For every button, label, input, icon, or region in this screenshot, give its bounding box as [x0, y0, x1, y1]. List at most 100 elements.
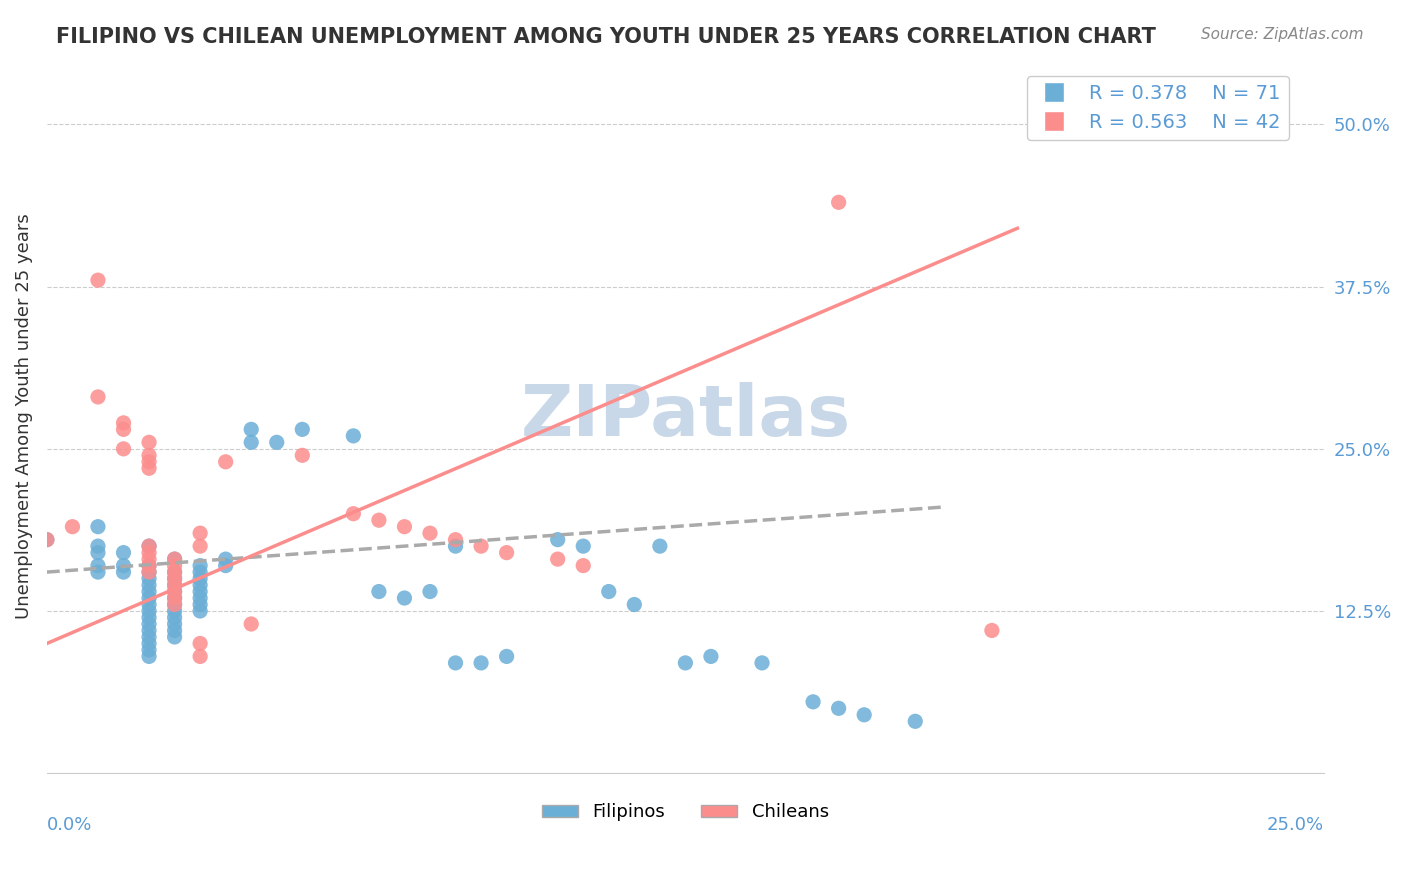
Point [188, 578, 211, 592]
Point [112, 558, 135, 573]
Point [163, 565, 186, 579]
Point [87, 390, 110, 404]
Point [163, 624, 186, 638]
Point [394, 519, 416, 533]
Point [342, 507, 364, 521]
Point [138, 643, 160, 657]
Point [87, 539, 110, 553]
Point [163, 552, 186, 566]
Point [112, 565, 135, 579]
Point [87, 519, 110, 533]
Point [367, 513, 389, 527]
Point [853, 707, 876, 722]
Point [138, 546, 160, 560]
Text: Source: ZipAtlas.com: Source: ZipAtlas.com [1201, 27, 1364, 42]
Point [87, 558, 110, 573]
Point [138, 448, 160, 462]
Point [572, 539, 595, 553]
Point [215, 455, 238, 469]
Point [112, 416, 135, 430]
Point [138, 461, 160, 475]
Point [673, 656, 696, 670]
Point [138, 584, 160, 599]
Point [188, 526, 211, 541]
Point [980, 624, 1002, 638]
Point [138, 455, 160, 469]
Point [138, 558, 160, 573]
Point [138, 539, 160, 553]
Point [188, 539, 211, 553]
Point [827, 701, 849, 715]
Point [547, 552, 569, 566]
Point [444, 656, 467, 670]
Point [112, 442, 135, 456]
Point [163, 584, 186, 599]
Point [188, 584, 211, 599]
Point [495, 546, 517, 560]
Point [419, 584, 441, 599]
Point [87, 273, 110, 287]
Point [572, 558, 595, 573]
Point [215, 558, 238, 573]
Point [163, 552, 186, 566]
Point [138, 617, 160, 632]
Point [163, 558, 186, 573]
Point [700, 649, 723, 664]
Point [598, 584, 620, 599]
Point [215, 552, 238, 566]
Point [138, 649, 160, 664]
Point [291, 422, 314, 436]
Point [87, 546, 110, 560]
Point [648, 539, 671, 553]
Point [138, 591, 160, 605]
Point [112, 546, 135, 560]
Text: 25.0%: 25.0% [1267, 816, 1324, 834]
Point [827, 195, 849, 210]
Point [138, 539, 160, 553]
Legend: Filipinos, Chileans: Filipinos, Chileans [534, 796, 837, 829]
Point [188, 572, 211, 586]
Text: FILIPINO VS CHILEAN UNEMPLOYMENT AMONG YOUTH UNDER 25 YEARS CORRELATION CHART: FILIPINO VS CHILEAN UNEMPLOYMENT AMONG Y… [56, 27, 1156, 46]
Text: 0.0%: 0.0% [46, 816, 93, 834]
Point [163, 572, 186, 586]
Point [547, 533, 569, 547]
Point [623, 598, 645, 612]
Point [470, 539, 492, 553]
Point [163, 604, 186, 618]
Point [495, 649, 517, 664]
Point [163, 591, 186, 605]
Point [163, 610, 186, 624]
Point [470, 656, 492, 670]
Point [35, 533, 58, 547]
Point [444, 533, 467, 547]
Point [163, 617, 186, 632]
Point [138, 435, 160, 450]
Point [163, 630, 186, 644]
Point [138, 558, 160, 573]
Point [138, 624, 160, 638]
Point [163, 591, 186, 605]
Point [419, 526, 441, 541]
Point [138, 572, 160, 586]
Point [188, 649, 211, 664]
Point [138, 552, 160, 566]
Point [138, 565, 160, 579]
Point [163, 572, 186, 586]
Point [138, 636, 160, 650]
Point [240, 617, 263, 632]
Point [138, 598, 160, 612]
Point [87, 565, 110, 579]
Point [138, 630, 160, 644]
Point [188, 598, 211, 612]
Point [188, 604, 211, 618]
Point [163, 584, 186, 599]
Y-axis label: Unemployment Among Youth under 25 years: Unemployment Among Youth under 25 years [15, 213, 32, 619]
Point [240, 422, 263, 436]
Point [188, 636, 211, 650]
Point [138, 610, 160, 624]
Point [62, 519, 84, 533]
Point [367, 584, 389, 599]
Point [188, 591, 211, 605]
Point [904, 714, 927, 729]
Point [163, 565, 186, 579]
